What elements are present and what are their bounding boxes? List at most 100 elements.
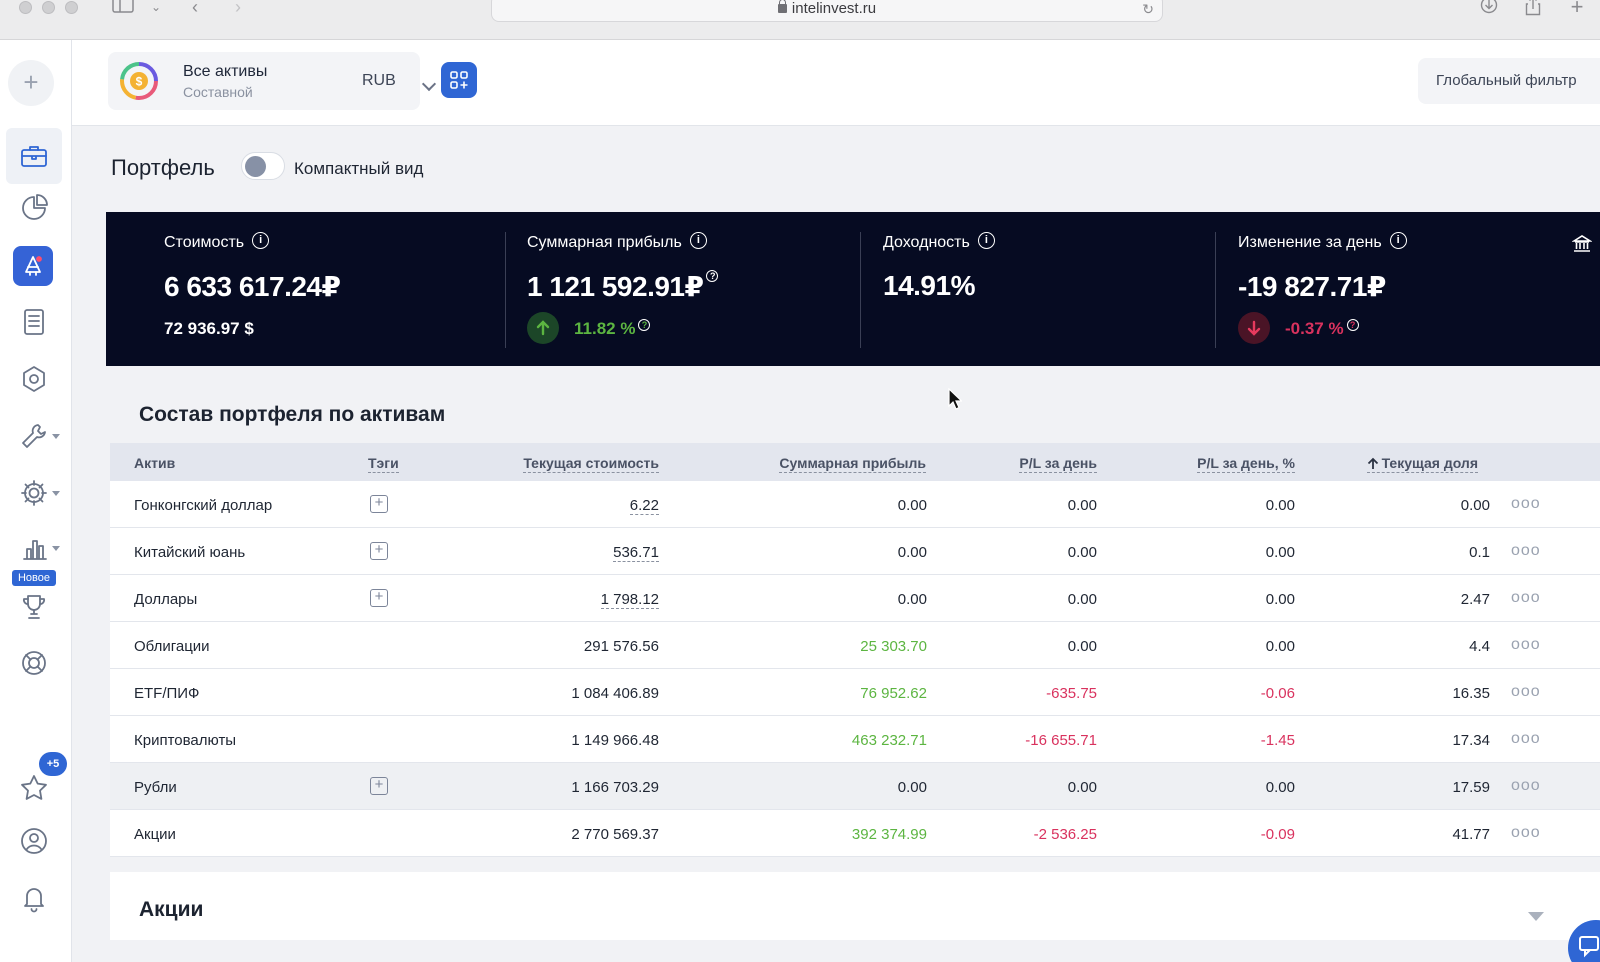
total-profit: 0.00 — [897, 591, 927, 608]
sidebar-item-transactions[interactable] — [12, 300, 56, 344]
more-options-icon[interactable]: ooo — [1511, 730, 1541, 747]
global-filter-button[interactable]: Глобальный фильтр — [1418, 58, 1600, 104]
forward-icon[interactable]: › — [235, 0, 241, 17]
bell-icon — [24, 888, 44, 913]
sidebar-item-settings[interactable] — [12, 471, 56, 515]
current-value: 1 166 703.29 — [571, 779, 659, 796]
stocks-section-title[interactable]: Акции — [139, 898, 204, 921]
column-asset[interactable]: Актив — [134, 455, 176, 471]
add-tag-button[interactable]: + — [370, 777, 388, 795]
pl-day-pct: 0.00 — [1265, 638, 1295, 655]
table-row[interactable]: Акции 2 770 569.37 392 374.99 -2 536.25 … — [110, 810, 1600, 857]
user-icon — [21, 828, 47, 854]
minimize-window-button[interactable] — [42, 1, 55, 14]
sidebar-item-achievements[interactable] — [12, 585, 56, 629]
more-options-icon[interactable]: ooo — [1511, 495, 1541, 512]
current-share: 16.35 — [1452, 685, 1490, 702]
bank-icon[interactable] — [1571, 234, 1593, 259]
stat-cost-value: 6 633 617.24₽ — [164, 271, 341, 302]
sidebar-toggle-icon[interactable] — [110, 0, 136, 18]
asset-name: Доллары — [134, 591, 198, 608]
table-row[interactable]: Рубли + 1 166 703.29 0.00 0.00 0.00 17.5… — [110, 763, 1600, 810]
app-header: $ Все активы Составной RUB Глобальный фи… — [72, 40, 1600, 126]
hexagon-icon — [23, 366, 45, 392]
reports-caret-icon — [52, 546, 60, 551]
current-share: 17.59 — [1452, 779, 1490, 796]
current-value[interactable]: 1 798.12 — [600, 591, 659, 609]
more-options-icon[interactable]: ooo — [1511, 777, 1541, 794]
portfolio-currency[interactable]: RUB — [362, 72, 396, 89]
stat-day-change-label: Изменение за день i — [1238, 232, 1407, 252]
stat-cost: Стоимость i 6 633 617.24₽ 72 936.97 $ — [164, 212, 484, 366]
download-icon[interactable] — [1478, 0, 1500, 18]
current-value[interactable]: 536.71 — [613, 544, 659, 562]
close-window-button[interactable] — [19, 1, 32, 14]
address-bar[interactable]: intelinvest.ru ↻ — [491, 0, 1163, 22]
add-tag-button[interactable]: + — [370, 589, 388, 607]
info-icon[interactable]: i — [977, 232, 995, 250]
column-pl-day-pct[interactable]: P/L за день, % — [1197, 455, 1295, 473]
share-icon[interactable] — [1522, 0, 1544, 18]
portfolio-selector[interactable]: $ Все активы Составной RUB — [108, 52, 437, 110]
sidebar-item-promo[interactable] — [13, 246, 53, 286]
total-profit: 0.00 — [897, 544, 927, 561]
chevron-down-icon[interactable] — [421, 76, 437, 92]
sidebar-item-portfolio[interactable] — [6, 128, 62, 184]
maximize-window-button[interactable] — [65, 1, 78, 14]
more-options-icon[interactable]: ooo — [1511, 683, 1541, 700]
help-icon[interactable]: ? — [706, 270, 719, 282]
table-row[interactable]: Доллары + 1 798.12 0.00 0.00 0.00 2.47 o… — [110, 575, 1600, 622]
add-tag-button[interactable]: + — [370, 495, 388, 513]
chevron-down-icon[interactable]: ⌄ — [150, 0, 162, 14]
table-row[interactable]: Облигации 291 576.56 25 303.70 0.00 0.00… — [110, 622, 1600, 669]
info-icon[interactable]: i — [1389, 232, 1407, 250]
stat-day-change: Изменение за день i -19 827.71₽ -0.37 %? — [1238, 212, 1558, 366]
column-current-value[interactable]: Текущая стоимость — [523, 455, 659, 473]
table-row[interactable]: Гонконгский доллар + 6.22 0.00 0.00 0.00… — [110, 481, 1600, 528]
table-row[interactable]: ETF/ПИФ 1 084 406.89 76 952.62 -635.75 -… — [110, 669, 1600, 716]
info-icon[interactable]: i — [689, 232, 707, 250]
portfolio-stats-banner: Стоимость i 6 633 617.24₽ 72 936.97 $ Сум… — [106, 212, 1600, 366]
total-profit: 463 232.71 — [851, 732, 927, 749]
add-tag-button[interactable]: + — [370, 542, 388, 560]
more-options-icon[interactable]: ooo — [1511, 824, 1541, 841]
back-icon[interactable]: ‹ — [192, 0, 198, 17]
settings-icon — [21, 480, 47, 506]
column-pl-day[interactable]: P/L за день — [1019, 455, 1097, 473]
sidebar-item-analytics[interactable] — [12, 186, 56, 230]
sidebar-item-help[interactable] — [12, 641, 56, 685]
current-value: 1 084 406.89 — [571, 685, 659, 702]
table-row[interactable]: Криптовалюты 1 149 966.48 463 232.71 -16… — [110, 716, 1600, 763]
column-tags[interactable]: Тэги — [368, 455, 399, 473]
column-current-share[interactable]: Текущая доля — [1366, 455, 1478, 473]
add-portfolio-button[interactable]: + — [8, 60, 54, 106]
sidebar-item-tools[interactable] — [12, 414, 56, 458]
sidebar-item-notifications[interactable] — [12, 876, 56, 920]
pl-day: 0.00 — [1067, 591, 1097, 608]
compact-view-toggle[interactable] — [241, 152, 285, 180]
help-icon[interactable]: ? — [1346, 319, 1359, 331]
promo-icon — [25, 256, 42, 276]
sidebar-item-favorites[interactable] — [12, 766, 56, 810]
column-total-profit[interactable]: Суммарная прибыль — [779, 455, 926, 473]
more-options-icon[interactable]: ooo — [1511, 542, 1541, 559]
stat-cost-label-text: Стоимость — [164, 234, 245, 251]
new-tab-icon[interactable]: + — [1570, 0, 1584, 19]
current-value[interactable]: 6.22 — [629, 497, 659, 515]
help-icon[interactable]: ? — [638, 319, 651, 331]
table-row[interactable]: Китайский юань + 536.71 0.00 0.00 0.00 0… — [110, 528, 1600, 575]
sidebar-item-profile[interactable] — [12, 819, 56, 863]
more-options-icon[interactable]: ooo — [1511, 589, 1541, 606]
stat-profit: Суммарная прибыль i 1 121 592.91₽? 11.82 … — [527, 212, 847, 366]
reload-icon[interactable]: ↻ — [1142, 1, 1154, 17]
apps-grid-button[interactable] — [441, 62, 477, 98]
sidebar-item-assets[interactable] — [12, 357, 56, 401]
more-options-icon[interactable]: ooo — [1511, 636, 1541, 653]
settings-caret-icon — [52, 491, 60, 496]
collapse-icon[interactable] — [1528, 912, 1544, 921]
portfolio-logo-icon: $ — [120, 62, 158, 100]
sidebar-item-reports[interactable] — [12, 526, 56, 570]
info-icon[interactable]: i — [252, 232, 270, 250]
page-title: Портфель — [111, 155, 215, 180]
compact-view-label[interactable]: Компактный вид — [294, 159, 424, 178]
